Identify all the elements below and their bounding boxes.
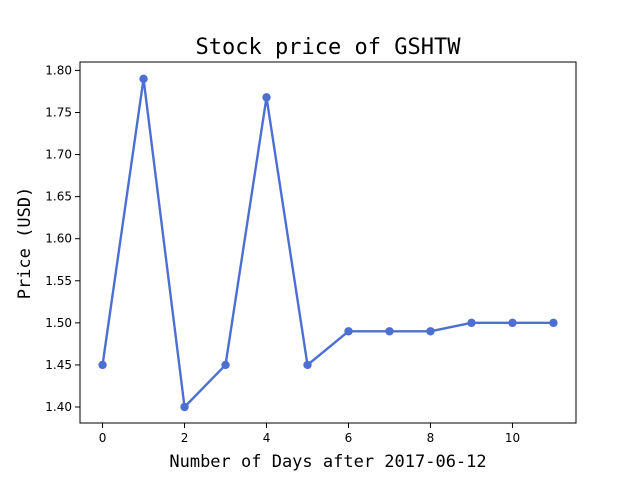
x-tick-label: 0	[99, 431, 107, 445]
x-tick-label: 6	[345, 431, 353, 445]
chart-title: Stock price of GSHTW	[196, 35, 462, 60]
data-point	[180, 402, 189, 412]
x-axis: 0 2 4 6 8 10	[99, 423, 520, 445]
data-point	[549, 318, 558, 328]
data-point	[262, 93, 271, 102]
y-tick-label: 1.60	[45, 232, 72, 246]
data-point	[98, 360, 107, 370]
y-tick-label: 1.50	[45, 316, 72, 330]
data-point	[139, 74, 148, 84]
data-point	[508, 318, 517, 328]
series-layer	[98, 74, 558, 412]
y-tick-label: 1.65	[45, 190, 72, 204]
y-tick-label: 1.70	[45, 148, 72, 162]
price-line	[101, 77, 555, 409]
x-tick-label: 8	[427, 431, 435, 445]
y-tick-label: 1.55	[45, 274, 72, 288]
y-tick-label: 1.80	[45, 63, 72, 77]
data-point	[385, 327, 394, 336]
y-tick-label: 1.40	[45, 400, 72, 414]
y-axis-label: Price (USD)	[15, 187, 35, 300]
x-tick-label: 2	[181, 431, 189, 445]
x-tick-label: 4	[263, 431, 271, 445]
x-axis-label: Number of Days after 2017-06-12	[169, 452, 486, 472]
data-point	[303, 360, 312, 370]
y-tick-label: 1.45	[45, 358, 72, 372]
data-point	[467, 318, 476, 328]
x-tick-label: 10	[505, 431, 520, 445]
y-tick-label: 1.75	[45, 105, 72, 119]
data-point	[344, 327, 353, 336]
data-point	[221, 360, 230, 370]
plot-area-frame	[79, 61, 577, 424]
y-axis: 1.40 1.45 1.50 1.55 1.60 1.65 1.70 1.75 1.80	[45, 63, 80, 414]
data-point	[426, 327, 435, 336]
